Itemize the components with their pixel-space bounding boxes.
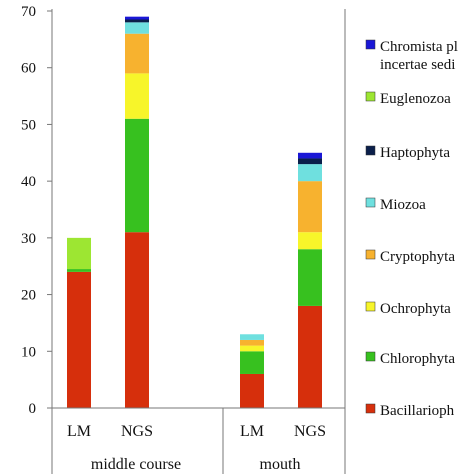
y-tick-label: 0 [29, 401, 37, 417]
bar-segment [298, 152, 322, 159]
x-tick-label: LM [240, 423, 264, 440]
bar-segment [298, 249, 322, 306]
bars [67, 16, 322, 408]
x-tick-label: LM [67, 423, 91, 440]
bar-segment [67, 237, 91, 270]
y-axis: 0 10 20 30 40 50 60 70 [21, 4, 346, 417]
bar-segment [298, 305, 322, 408]
legend-swatch [365, 91, 376, 102]
legend-label: Euglenozoa [380, 91, 451, 107]
legend-swatch [365, 301, 376, 312]
y-tick-label: 70 [21, 4, 36, 20]
bar-segment [125, 118, 149, 233]
legend-swatch [365, 351, 376, 362]
legend-label: Bacillarioph [380, 403, 455, 419]
bar-segment [125, 33, 149, 74]
bar-segment [298, 232, 322, 250]
legend-label: Haptophyta [380, 145, 450, 161]
bar-segment [240, 334, 264, 340]
x-tick-label: NGS [294, 423, 326, 440]
legend-label: Cryptophyta [380, 249, 455, 265]
bar-segment [240, 339, 264, 346]
bar-segment [125, 22, 149, 34]
legend-swatch [365, 249, 376, 260]
bar-segment [125, 19, 149, 23]
x-axis: LM NGS LM NGS middle course mouth [51, 407, 346, 474]
group-label: middle course [91, 456, 181, 473]
group-label: mouth [260, 456, 301, 473]
bar-segment [298, 158, 322, 165]
bar-segment [67, 269, 91, 272]
bar-segment [240, 373, 264, 408]
legend-label: Chromista pl incertae sedi [380, 39, 458, 73]
y-tick-label: 50 [21, 117, 36, 133]
legend-label: Chlorophyta [380, 351, 455, 367]
bar-segment [298, 181, 322, 233]
legend-swatch [365, 403, 376, 414]
bar-segment [298, 164, 322, 182]
y-tick-label: 20 [21, 288, 36, 304]
bar-segment [125, 73, 149, 119]
legend-label: Ochrophyta [380, 301, 451, 317]
legend-label: Miozoa [380, 197, 426, 213]
y-tick-label: 60 [21, 61, 36, 77]
legend-swatch [365, 197, 376, 208]
bar-segment [125, 16, 149, 20]
x-tick-label: NGS [121, 423, 153, 440]
bar-segment [125, 232, 149, 408]
y-tick-label: 10 [21, 344, 36, 360]
legend: Chromista pl incertae sedi Euglenozoa Hapto… [365, 39, 458, 419]
bar-segment [67, 271, 91, 408]
bar-segment [240, 345, 264, 352]
y-tick-label: 40 [21, 174, 36, 190]
y-tick-label: 30 [21, 231, 36, 247]
legend-swatch [365, 145, 376, 156]
bar-segment [240, 351, 264, 374]
legend-swatch [365, 39, 376, 50]
